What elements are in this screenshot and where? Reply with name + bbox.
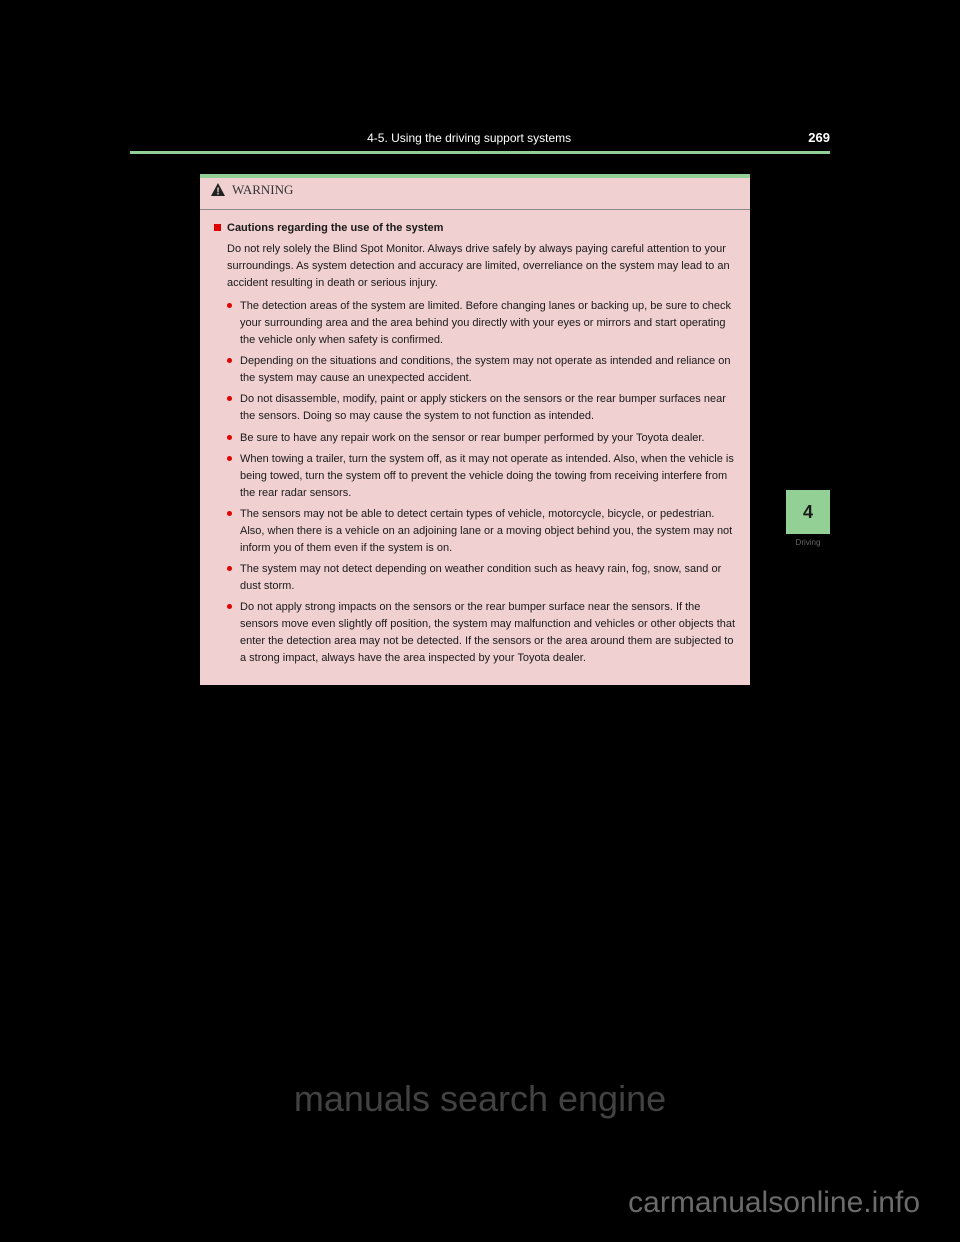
watermark-bottom: carmanualsonline.info (628, 1186, 920, 1220)
bullet-dot-icon (227, 435, 232, 440)
red-square-marker (214, 224, 221, 231)
warning-intro: Do not rely solely the Blind Spot Monito… (227, 241, 736, 292)
bullet-dot-icon (227, 604, 232, 609)
warning-bullet: The sensors may not be able to detect ce… (227, 506, 736, 557)
chapter-tab-number: 4 (803, 502, 813, 523)
warning-bullet: The system may not detect depending on w… (227, 561, 736, 595)
page-number: 269 (808, 130, 830, 145)
svg-text:!: ! (216, 187, 219, 198)
page-container: 4-5. Using the driving support systems 2… (130, 130, 830, 685)
warning-label-row: ! WARNING (200, 178, 750, 210)
bullet-text: When towing a trailer, turn the system o… (240, 451, 736, 502)
chapter-tab: 4 (786, 490, 830, 534)
bullet-text: The sensors may not be able to detect ce… (240, 506, 736, 557)
bullet-text: Do not apply strong impacts on the senso… (240, 599, 736, 667)
bullet-text: Depending on the situations and conditio… (240, 353, 736, 387)
section-title: 4-5. Using the driving support systems (367, 131, 571, 145)
warning-bullet: Be sure to have any repair work on the s… (227, 430, 736, 447)
bullet-dot-icon (227, 566, 232, 571)
bullet-dot-icon (227, 303, 232, 308)
warning-heading: Cautions regarding the use of the system (227, 220, 443, 237)
bullet-dot-icon (227, 396, 232, 401)
bullet-text: Do not disassemble, modify, paint or app… (240, 391, 736, 425)
warning-box: ! WARNING Cautions regarding the use of … (200, 174, 750, 685)
warning-content: Cautions regarding the use of the system… (200, 210, 750, 667)
bullet-dot-icon (227, 511, 232, 516)
warning-label: ! WARNING (210, 182, 293, 198)
warning-bullet: The detection areas of the system are li… (227, 298, 736, 349)
bullet-dot-icon (227, 358, 232, 363)
chapter-tab-label: Driving (786, 538, 830, 548)
warning-label-text: WARNING (232, 182, 293, 198)
bullet-text: Be sure to have any repair work on the s… (240, 430, 736, 447)
bullet-text: The detection areas of the system are li… (240, 298, 736, 349)
watermark-top: manuals search engine (0, 1078, 960, 1120)
warning-bullet: Depending on the situations and conditio… (227, 353, 736, 387)
page-header: 4-5. Using the driving support systems 2… (130, 130, 830, 145)
warning-bullet: Do not apply strong impacts on the senso… (227, 599, 736, 667)
bullet-dot-icon (227, 456, 232, 461)
bullet-text: The system may not detect depending on w… (240, 561, 736, 595)
warning-bullet: Do not disassemble, modify, paint or app… (227, 391, 736, 425)
warning-heading-row: Cautions regarding the use of the system (214, 220, 736, 237)
header-rule (130, 151, 830, 154)
warning-triangle-icon: ! (210, 182, 226, 198)
warning-bullet: When towing a trailer, turn the system o… (227, 451, 736, 502)
